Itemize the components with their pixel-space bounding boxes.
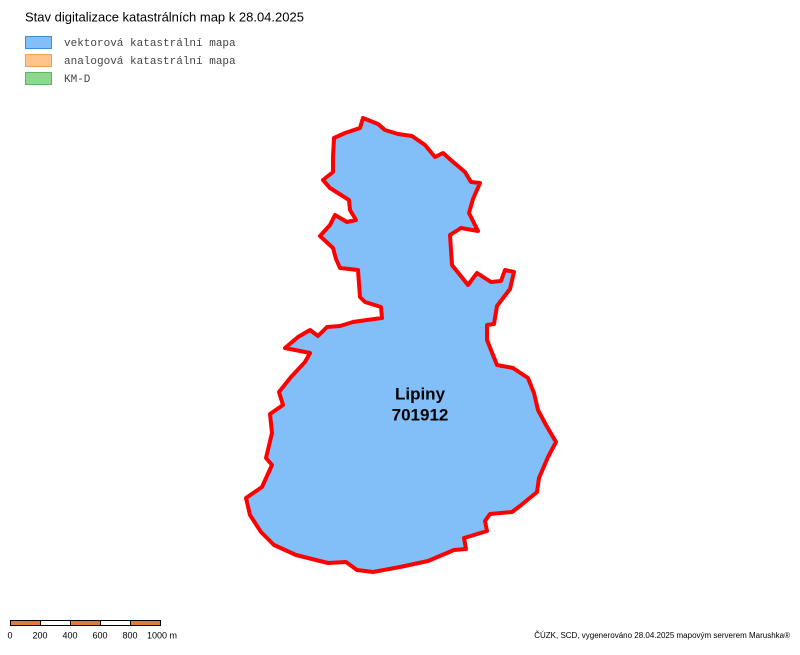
area-code: 701912 [392,405,449,424]
scale-label: 400 [62,630,77,640]
legend-swatch [25,72,52,85]
credit: ČÚZK, SCD, vygenerováno 28.04.2025 mapov… [534,631,790,640]
map-title: Stav digitalizace katastrálních map k 28… [25,9,304,24]
scale-segment [130,620,161,626]
legend-label: vektorová katastrální mapa [64,38,236,50]
scale-label: 200 [32,630,47,640]
legend-swatch [25,36,52,49]
scale-segment [70,620,101,626]
legend-swatch [25,54,52,67]
scale-bar [10,620,161,626]
scale-segment [40,620,71,626]
scale-label: 1000 m [147,630,177,640]
scale-label: 0 [7,630,12,640]
scale-segment [10,620,41,626]
scale-segment [100,620,131,626]
scale-label: 600 [92,630,107,640]
legend-label: KM-D [64,74,91,86]
area-name: Lipiny [395,384,446,403]
legend-label: analogová katastrální mapa [64,56,236,68]
scale-label: 800 [122,630,137,640]
cadastral-area[interactable] [244,116,558,574]
